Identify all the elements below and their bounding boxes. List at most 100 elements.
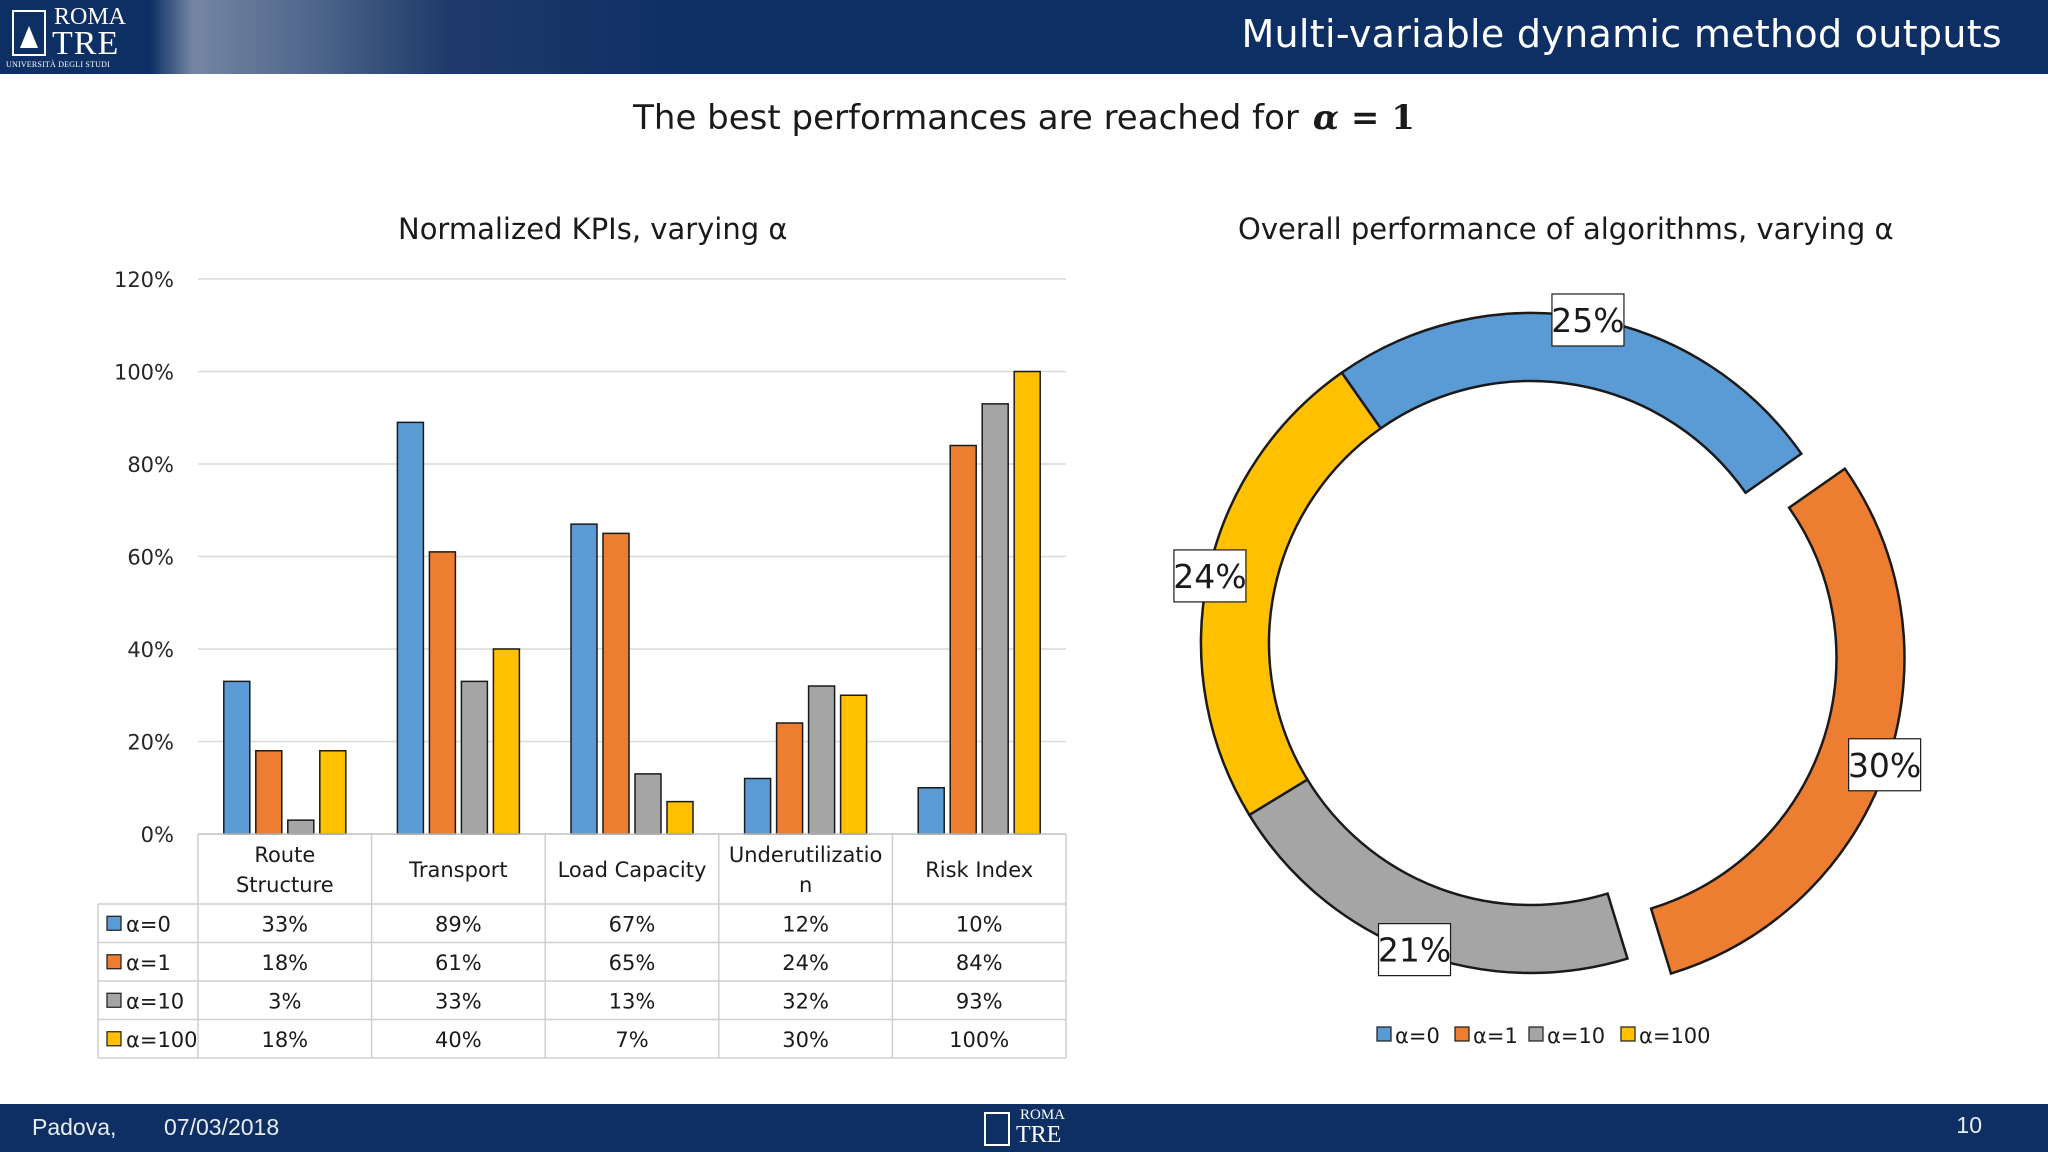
footer-logo-main: TRE xyxy=(1016,1122,1062,1148)
bar xyxy=(981,403,1009,835)
x-category-label: Risk Index xyxy=(925,858,1033,882)
bar xyxy=(602,532,630,835)
bar-chart: 0% 20% 40% 60% 80% 100% 120% Route Structure Tran… xyxy=(97,268,1067,1059)
subtitle-math: α = 1 xyxy=(1313,98,1415,138)
data-value-label: 93% xyxy=(956,989,1003,1013)
x-category-label: Underutilizatio xyxy=(729,843,882,867)
slide-title: Multi-variable dynamic method outputs xyxy=(1241,12,2002,56)
data-value-label: 67% xyxy=(609,912,656,936)
y-tick-label: 60% xyxy=(127,546,174,570)
bar xyxy=(634,773,662,835)
legend-label: α=1 xyxy=(1473,1024,1518,1048)
donut-chart-title: Overall performance of algorithms, varyi… xyxy=(1238,212,1894,246)
data-value-label: 33% xyxy=(435,989,482,1013)
legend-key xyxy=(1620,1026,1636,1042)
bar xyxy=(319,750,347,835)
series-name: α=100 xyxy=(126,1028,198,1052)
slice-value-label: 21% xyxy=(1378,931,1451,970)
slice-value-label: 25% xyxy=(1551,301,1624,340)
y-tick-label: 40% xyxy=(127,638,174,662)
legend-label: α=0 xyxy=(1395,1024,1440,1048)
logo-mark-icon xyxy=(12,10,46,56)
x-category-label: Load Capacity xyxy=(558,858,707,882)
bar xyxy=(428,551,457,835)
bar-chart-title: Normalized KPIs, varying α xyxy=(398,212,788,246)
footer-logo-mark-icon xyxy=(984,1112,1010,1146)
bar xyxy=(396,421,425,835)
logo-top-text: ROMA xyxy=(54,4,127,30)
bar xyxy=(1013,370,1041,835)
data-value-label: 18% xyxy=(261,1028,308,1052)
donut-slice xyxy=(1649,466,1906,976)
donut-chart: 25% 30% 21% 24% α=0 α=1 α=10 α=100 xyxy=(1173,293,1922,1048)
slice-label-box xyxy=(1848,738,1922,792)
bar xyxy=(949,444,977,835)
subtitle-text: The best performances are reached for xyxy=(633,98,1299,138)
x-category-label: Transport xyxy=(408,858,508,882)
data-value-label: 13% xyxy=(609,989,656,1013)
page-number: 10 xyxy=(1956,1112,1982,1138)
legend-key xyxy=(1376,1026,1392,1042)
data-value-label: 18% xyxy=(261,951,308,975)
footer-logo-top: ROMA xyxy=(1020,1107,1066,1123)
logo-main-text: TRE xyxy=(52,25,120,62)
bar xyxy=(460,680,489,835)
slice-label-box xyxy=(1551,293,1625,347)
data-value-label: 24% xyxy=(782,951,829,975)
data-value-label: 61% xyxy=(435,951,482,975)
legend-label: α=10 xyxy=(1547,1024,1605,1048)
header-photo xyxy=(150,0,690,74)
bar xyxy=(492,648,521,835)
y-tick-label: 20% xyxy=(127,731,174,755)
bar xyxy=(666,800,694,835)
bar xyxy=(570,523,598,835)
footer-city: Padova, xyxy=(32,1114,117,1140)
legend-key xyxy=(1454,1026,1470,1042)
data-value-label: 65% xyxy=(609,951,656,975)
legend-label: α=100 xyxy=(1639,1024,1711,1048)
footer-bar: Padova, 07/03/2018 ROMA TRE 10 xyxy=(0,1104,2048,1152)
donut-slice xyxy=(1199,370,1383,817)
series-name: α=1 xyxy=(126,951,171,975)
math-equals: = 1 xyxy=(1339,98,1415,138)
series-name: α=10 xyxy=(126,989,184,1013)
bar xyxy=(775,722,804,835)
bar xyxy=(223,680,251,835)
data-value-label: 7% xyxy=(615,1028,648,1052)
legend-key xyxy=(106,954,122,970)
bar xyxy=(743,777,772,835)
slide-subtitle: The best performances are reached for α =… xyxy=(0,98,2048,138)
legend-key xyxy=(106,1031,122,1047)
university-logo: ROMA TRE UNIVERSITÀ DEGLI STUDI xyxy=(4,4,127,70)
legend-key xyxy=(1528,1026,1544,1042)
data-value-label: 33% xyxy=(261,912,308,936)
x-category-label: Route xyxy=(254,843,315,867)
slice-value-label: 30% xyxy=(1848,746,1921,785)
bar xyxy=(287,819,315,835)
x-category-label: Structure xyxy=(236,873,334,897)
data-value-label: 40% xyxy=(435,1028,482,1052)
header-bar: ROMA TRE UNIVERSITÀ DEGLI STUDI Multi-va… xyxy=(0,0,2048,74)
x-category-label: n xyxy=(799,873,812,897)
logo-sub-text: UNIVERSITÀ DEGLI STUDI xyxy=(6,60,110,69)
y-tick-label: 80% xyxy=(127,453,174,477)
footer-logo: ROMA TRE xyxy=(982,1107,1066,1150)
data-value-label: 100% xyxy=(949,1028,1009,1052)
bar xyxy=(917,787,945,835)
donut-slice xyxy=(1339,311,1804,495)
slice-label-box xyxy=(1377,923,1452,977)
math-alpha: α xyxy=(1312,98,1340,138)
bar xyxy=(807,685,836,835)
series-name: α=0 xyxy=(126,912,171,936)
data-value-label: 12% xyxy=(782,912,829,936)
slice-value-label: 24% xyxy=(1173,557,1246,596)
bar xyxy=(255,750,283,835)
legend-key xyxy=(106,915,122,931)
slice-label-box xyxy=(1173,549,1247,603)
y-tick-label: 0% xyxy=(141,823,174,847)
legend-key xyxy=(106,992,122,1008)
data-value-label: 3% xyxy=(268,989,301,1013)
data-value-label: 10% xyxy=(956,912,1003,936)
data-value-label: 30% xyxy=(782,1028,829,1052)
data-value-label: 84% xyxy=(956,951,1003,975)
